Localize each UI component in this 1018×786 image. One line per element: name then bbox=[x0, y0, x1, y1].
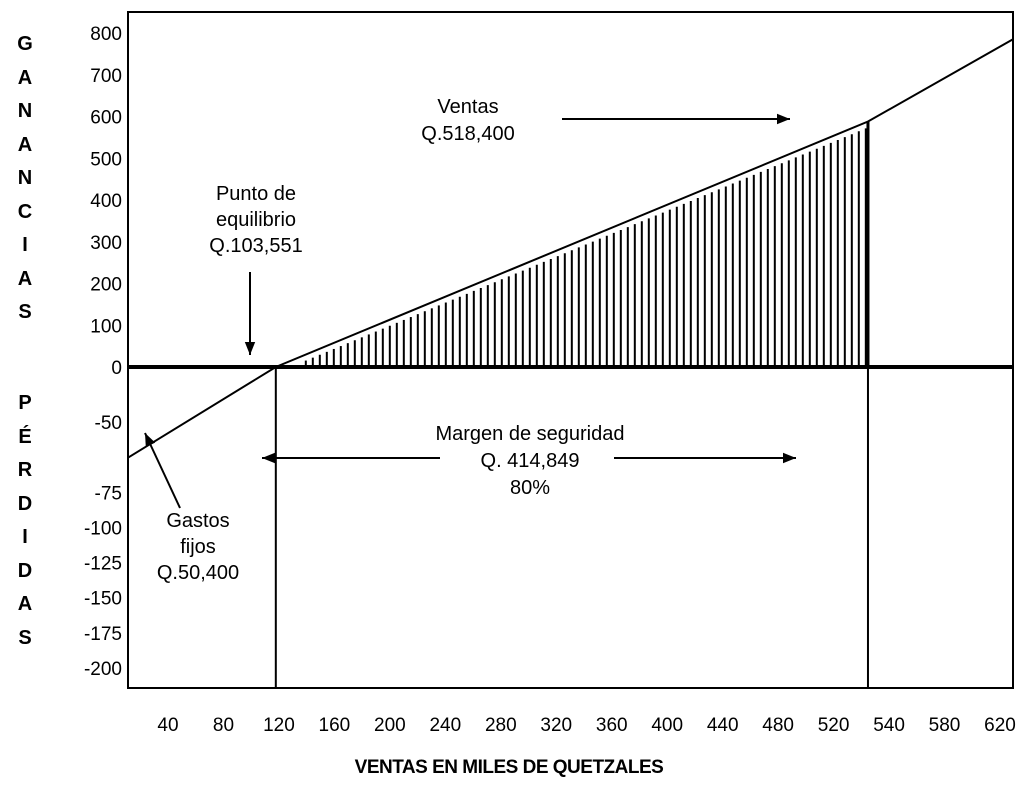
arrow-ventas-head bbox=[776, 113, 790, 125]
y-tick-label: 0 bbox=[111, 358, 122, 379]
y-tick-label: -75 bbox=[95, 483, 122, 504]
x-tick-label: 580 bbox=[929, 715, 961, 736]
y-axis-letter: I bbox=[22, 526, 28, 548]
y-axis-letter: G bbox=[17, 33, 33, 55]
annotation-ventas: Q.518,400 bbox=[421, 123, 514, 145]
x-tick-label: 160 bbox=[319, 715, 351, 736]
y-axis-letter: D bbox=[17, 492, 33, 515]
y-tick-label: 200 bbox=[90, 275, 122, 296]
x-tick-label: 440 bbox=[707, 715, 739, 736]
y-axis-letter: R bbox=[17, 459, 33, 481]
y-tick-label: -125 bbox=[84, 554, 122, 575]
y-tick-label: -175 bbox=[84, 624, 122, 645]
annotation-breakeven: equilibrio bbox=[216, 209, 296, 231]
y-axis-letter: N bbox=[17, 167, 33, 189]
y-axis-letter: D bbox=[17, 559, 33, 582]
y-axis-letter: A bbox=[17, 66, 33, 89]
x-tick-label: 200 bbox=[374, 715, 406, 736]
y-tick-label: 300 bbox=[90, 233, 122, 254]
y-tick-label: -200 bbox=[84, 659, 122, 680]
y-tick-label: -50 bbox=[95, 413, 122, 434]
y-tick-label: -150 bbox=[84, 589, 122, 610]
y-axis-letter: N bbox=[17, 100, 33, 122]
annotation-fixed-costs: fijos bbox=[180, 536, 216, 558]
y-axis-letter: É bbox=[18, 425, 32, 448]
annotation-safety-margin: Margen de seguridad bbox=[435, 423, 624, 445]
x-tick-label: 320 bbox=[540, 715, 572, 736]
x-tick-label: 480 bbox=[762, 715, 794, 736]
x-tick-label: 40 bbox=[157, 715, 178, 736]
y-tick-label: 400 bbox=[90, 191, 122, 212]
annotation-breakeven: Punto de bbox=[216, 183, 296, 205]
y-tick-label: 600 bbox=[90, 108, 122, 129]
sales-series bbox=[127, 38, 1014, 459]
y-axis-letter: P bbox=[18, 392, 32, 414]
x-axis-title: VENTAS EN MILES DE QUETZALES bbox=[354, 757, 664, 778]
y-axis-letter: S bbox=[18, 301, 32, 323]
sales-line bbox=[127, 38, 1014, 459]
plot-border bbox=[127, 11, 1014, 689]
x-tick-label: 400 bbox=[651, 715, 683, 736]
arrow-fixed-costs-head bbox=[145, 433, 156, 447]
annotation-ventas: Ventas bbox=[437, 96, 498, 118]
x-tick-label: 80 bbox=[213, 715, 234, 736]
x-tick-label: 540 bbox=[873, 715, 905, 736]
plot-frame bbox=[127, 11, 1014, 689]
y-axis-letter: I bbox=[22, 234, 28, 256]
y-tick-labels: 800 700 600 500 400 300 200 100 0 -50 -75 -100 -125 -… bbox=[84, 24, 122, 680]
x-tick-labels: 40 80 120 160 200 240 280 320 360 400 440 480 520 540… bbox=[157, 715, 1015, 736]
y-axis-letter: A bbox=[17, 133, 33, 156]
y-tick-label: 700 bbox=[90, 66, 122, 87]
y-tick-label: 500 bbox=[90, 149, 122, 170]
annotation-fixed-costs: Q.50,400 bbox=[157, 562, 239, 584]
arrow-fixed-costs bbox=[144, 432, 181, 509]
arrow-margin-left-head bbox=[262, 452, 276, 464]
x-tick-label: 360 bbox=[596, 715, 628, 736]
x-tick-label: 520 bbox=[818, 715, 850, 736]
annotation-fixed-costs: Gastos bbox=[166, 510, 229, 532]
y-axis-letter: A bbox=[17, 593, 33, 615]
annotation-safety-margin: 80% bbox=[510, 477, 550, 499]
arrow-margin-right-head bbox=[782, 452, 796, 464]
y-tick-label: 100 bbox=[90, 316, 122, 337]
y-tick-label: -100 bbox=[84, 518, 122, 539]
x-tick-label: 280 bbox=[485, 715, 517, 736]
y-axis-letter: S bbox=[18, 626, 32, 649]
x-tick-label: 620 bbox=[984, 715, 1016, 736]
annotation-safety-margin: Q. 414,849 bbox=[481, 450, 580, 472]
arrow-breakeven-head bbox=[244, 341, 256, 355]
annotation-breakeven: Q.103,551 bbox=[209, 235, 302, 257]
y-axis-letter: A bbox=[17, 267, 33, 290]
x-tick-label: 120 bbox=[263, 715, 295, 736]
annotations: Ventas Q.518,400 Punto de equilibrio Q.103,5… bbox=[144, 96, 796, 584]
safety-margin-hatch bbox=[304, 128, 867, 365]
y-axis-letter: C bbox=[17, 200, 33, 223]
y-tick-label: 800 bbox=[90, 24, 122, 45]
x-tick-label: 240 bbox=[429, 715, 461, 736]
